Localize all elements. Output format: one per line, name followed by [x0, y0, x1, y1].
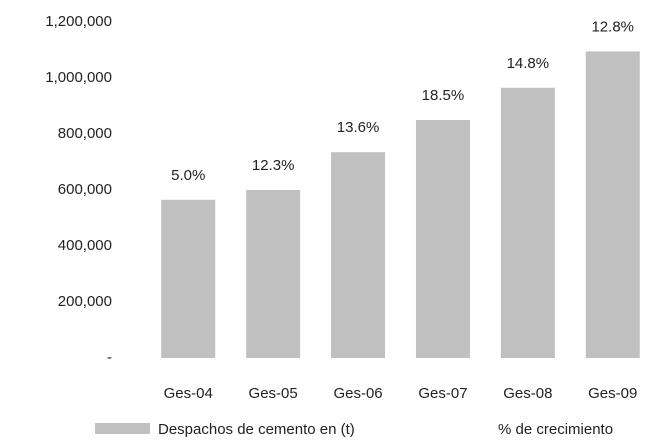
legend-label: Despachos de cemento en (t) [158, 421, 355, 438]
growth-label: 5.0% [171, 167, 205, 184]
growth-label: 12.3% [252, 157, 295, 174]
y-tick-label: 200,000 [58, 293, 112, 310]
y-tick-label: 400,000 [58, 237, 112, 254]
y-tick-label: 600,000 [58, 181, 112, 198]
y-tick-label: 1,000,000 [45, 69, 112, 86]
y-tick-label: 1,200,000 [45, 13, 112, 30]
legend-label: % de crecimiento [498, 421, 613, 438]
x-tick-label: Ges-04 [164, 385, 213, 402]
y-tick-label: - [107, 349, 112, 366]
x-tick-label: Ges-07 [418, 385, 467, 402]
legend-swatch [95, 423, 150, 434]
x-tick-label: Ges-06 [333, 385, 382, 402]
growth-label: 12.8% [591, 18, 634, 35]
bar [500, 87, 555, 359]
growth-label: 18.5% [422, 87, 465, 104]
y-tick-label: 800,000 [58, 125, 112, 142]
x-tick-label: Ges-05 [249, 385, 298, 402]
bar [161, 199, 216, 358]
bar [331, 152, 386, 358]
growth-label: 14.8% [507, 55, 550, 72]
bar [246, 190, 301, 358]
bar [415, 120, 470, 358]
x-tick-label: Ges-08 [503, 385, 552, 402]
bar [585, 51, 640, 359]
growth-label: 13.6% [337, 119, 380, 136]
x-tick-label: Ges-09 [588, 385, 637, 402]
